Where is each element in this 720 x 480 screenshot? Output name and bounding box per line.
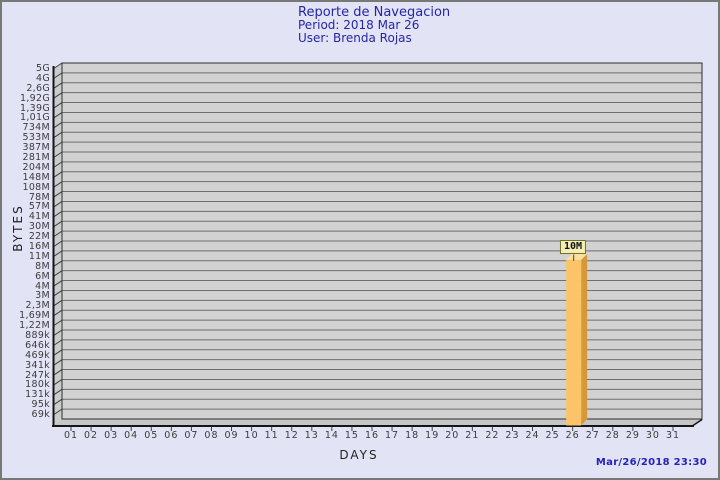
x-axis-tick-label: 24 bbox=[525, 430, 540, 441]
y-axis-tick-label: 1,69M bbox=[19, 310, 50, 322]
y-axis-tick-label: 57M bbox=[28, 201, 50, 213]
y-axis-tick-label: 41M bbox=[28, 211, 50, 223]
x-axis-tick-label: 01 bbox=[63, 430, 79, 441]
x-axis-tick-label: 08 bbox=[204, 430, 219, 441]
y-axis-tick-label: 148M bbox=[22, 171, 50, 183]
x-axis-tick-label: 10 bbox=[244, 430, 259, 441]
report-header: Reporte de Navegacion Period: 2018 Mar 2… bbox=[298, 6, 450, 45]
y-axis-tick-label: 11M bbox=[28, 250, 50, 262]
x-axis-tick-label: 07 bbox=[184, 430, 199, 441]
y-axis-tick-label: 247k bbox=[25, 369, 50, 381]
x-axis-tick-label: 14 bbox=[324, 430, 339, 441]
x-axis-tick-label: 25 bbox=[545, 430, 560, 441]
y-axis-tick-label: 108M bbox=[22, 181, 50, 193]
y-axis-tick-label: 4M bbox=[35, 280, 50, 292]
x-axis-tick-label: 20 bbox=[445, 430, 460, 441]
y-axis-tick-label: 180k bbox=[25, 379, 50, 391]
y-axis-tick-label: 3M bbox=[35, 290, 50, 302]
y-axis-tick-label: 1,01G bbox=[19, 112, 50, 124]
x-axis-tick-label: 03 bbox=[104, 430, 119, 441]
y-axis-tick-label: 78M bbox=[28, 191, 50, 203]
x-axis-tick-label: 12 bbox=[284, 430, 299, 441]
y-axis-tick-label: 16M bbox=[28, 241, 50, 252]
y-axis-tick-label: 8M bbox=[35, 260, 50, 272]
y-axis-tick-label: 4G bbox=[35, 72, 50, 84]
x-axis-tick-label: 04 bbox=[124, 430, 139, 441]
x-axis-tick-label: 17 bbox=[385, 430, 400, 441]
x-axis-tick-label: 09 bbox=[224, 430, 239, 441]
x-axis-tick-label: 15 bbox=[344, 430, 359, 441]
y-axis-tick-label: 204M bbox=[22, 161, 50, 173]
y-axis-tick-label: 2,3M bbox=[25, 300, 50, 312]
y-axis-tick-label: 6M bbox=[35, 270, 50, 282]
x-axis-tick-label: 02 bbox=[84, 430, 99, 441]
y-axis-tick-label: 69k bbox=[31, 409, 50, 421]
y-axis-tick-label: 533M bbox=[22, 132, 50, 144]
x-axis-tick-label: 18 bbox=[405, 430, 420, 441]
x-axis-tick-label: 27 bbox=[585, 430, 600, 441]
y-axis-tick-label: 1,92G bbox=[19, 92, 50, 104]
y-axis-tick-label: 2,6G bbox=[26, 82, 50, 94]
y-axis-tick-label: 341k bbox=[25, 359, 50, 371]
x-axis-tick-label: 19 bbox=[425, 430, 440, 441]
y-axis-tick-label: 30M bbox=[28, 221, 50, 233]
y-axis-title: BYTES bbox=[11, 204, 25, 252]
report-title: Reporte de Navegacion bbox=[298, 5, 451, 20]
x-axis-tick-label: 26 bbox=[565, 430, 580, 441]
x-axis-tick-label: 28 bbox=[605, 430, 620, 441]
y-axis-tick-label: 387M bbox=[22, 142, 50, 154]
x-axis-tick-label: 11 bbox=[264, 430, 279, 441]
y-axis-tick-label: 1,39G bbox=[19, 102, 50, 114]
x-axis-tick-label: 13 bbox=[304, 430, 319, 441]
y-axis-tick-label: 281M bbox=[22, 152, 50, 163]
x-axis-tick-label: 21 bbox=[465, 430, 480, 441]
x-axis-title: DAYS bbox=[339, 448, 379, 462]
y-axis-tick-label: 889k bbox=[25, 330, 50, 341]
y-axis-tick-label: 131k bbox=[25, 389, 50, 401]
y-axis-tick-label: 469k bbox=[25, 349, 50, 361]
y-axis-tick-label: 22M bbox=[28, 231, 50, 243]
x-axis-tick-label: 29 bbox=[625, 430, 640, 441]
y-axis-tick-label: 5G bbox=[35, 63, 50, 74]
generated-timestamp: Mar/26/2018 23:30 bbox=[595, 457, 707, 468]
x-axis-tick-label: 22 bbox=[485, 430, 500, 441]
x-axis-tick-label: 06 bbox=[164, 430, 179, 441]
report-user: User: Brenda Rojas bbox=[298, 31, 412, 45]
y-axis-tick-label: 1,22M bbox=[19, 320, 50, 332]
x-axis-tick-label: 23 bbox=[505, 430, 520, 441]
y-axis-tick-label: 734M bbox=[22, 122, 50, 134]
x-axis-tick-label: 30 bbox=[645, 430, 660, 441]
report-period: Period: 2018 Mar 26 bbox=[298, 18, 420, 32]
y-axis-tick-label: 95k bbox=[31, 399, 50, 411]
bar-value-flag: 10M bbox=[559, 240, 587, 254]
x-axis-tick-label: 31 bbox=[665, 430, 681, 441]
x-axis-tick-label: 05 bbox=[144, 430, 159, 441]
x-axis-tick-label: 16 bbox=[364, 430, 380, 441]
y-axis-tick-label: 646k bbox=[25, 339, 50, 351]
